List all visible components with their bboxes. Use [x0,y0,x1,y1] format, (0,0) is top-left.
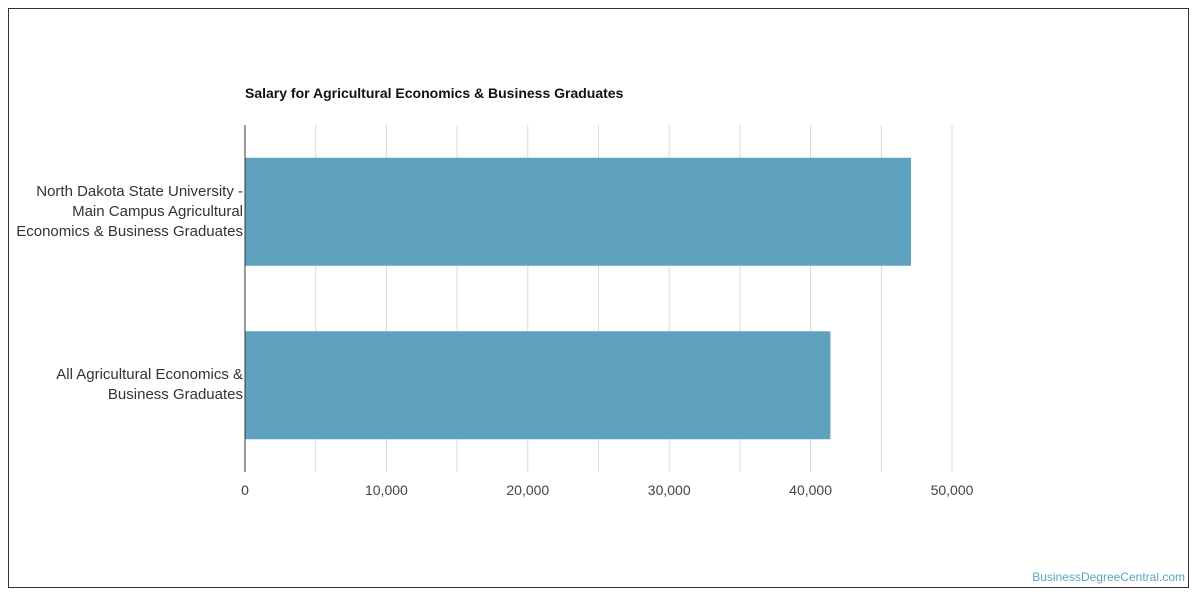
bar-1 [245,331,831,440]
category-label-line: Business Graduates [107,386,243,404]
watermark: BusinessDegreeCentral.com [1032,570,1185,584]
x-tick-label: 10,000 [365,482,408,498]
x-tick-label: 50,000 [931,482,974,498]
chart-title: Salary for Agricultural Economics & Busi… [245,85,624,101]
bar-0 [245,157,911,266]
x-tick-label: 40,000 [789,482,832,498]
category-label-1: All Agricultural Economics & Business Gra… [3,365,243,405]
x-tick-label: 20,000 [506,482,549,498]
x-tick-label: 0 [241,482,249,498]
category-label-line: Main Campus Agricultural [72,202,243,220]
x-tick-label: 30,000 [648,482,691,498]
category-label-0: North Dakota State University - Main Camp… [3,182,243,242]
category-label-line: Economics & Business Graduates [16,222,243,240]
category-label-line: All Agricultural Economics & [56,366,243,384]
category-label-line: North Dakota State University - [36,182,243,200]
